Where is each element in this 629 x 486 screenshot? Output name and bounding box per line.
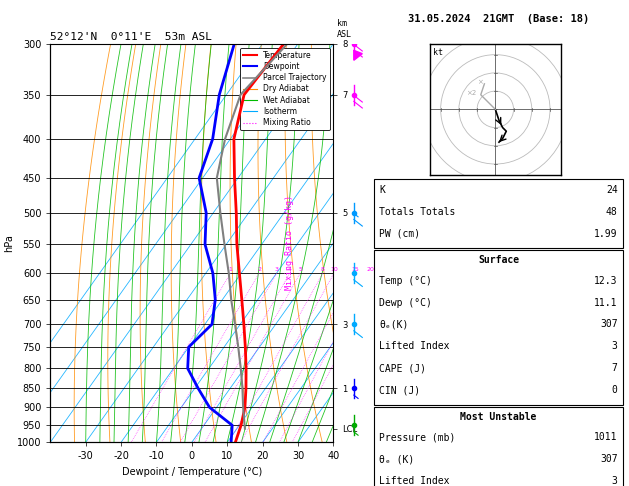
Text: 25: 25	[378, 266, 386, 272]
Text: 1011: 1011	[594, 432, 618, 442]
Text: 4: 4	[288, 266, 292, 272]
Text: km
ASL: km ASL	[337, 19, 352, 39]
Text: © weatheronline.co.uk: © weatheronline.co.uk	[442, 448, 555, 457]
Text: Totals Totals: Totals Totals	[379, 207, 455, 217]
Text: Dewp (°C): Dewp (°C)	[379, 297, 432, 308]
Text: K: K	[379, 185, 385, 195]
Text: 12.3: 12.3	[594, 276, 618, 286]
Text: Mixing Ratio (g/kg): Mixing Ratio (g/kg)	[285, 195, 294, 291]
Text: 52°12'N  0°11'E  53m ASL: 52°12'N 0°11'E 53m ASL	[50, 32, 213, 42]
Text: 3: 3	[612, 476, 618, 486]
Text: 1.99: 1.99	[594, 228, 618, 239]
Text: CIN (J): CIN (J)	[379, 385, 420, 395]
Text: CAPE (J): CAPE (J)	[379, 363, 426, 373]
Text: 8: 8	[321, 266, 325, 272]
Text: 10: 10	[330, 266, 338, 272]
Y-axis label: hPa: hPa	[4, 234, 14, 252]
Text: Lifted Index: Lifted Index	[379, 476, 450, 486]
Text: 0: 0	[612, 385, 618, 395]
Text: 1: 1	[228, 266, 232, 272]
Text: 2: 2	[257, 266, 261, 272]
Text: θₑ (K): θₑ (K)	[379, 454, 415, 464]
Text: PW (cm): PW (cm)	[379, 228, 420, 239]
Text: 24: 24	[606, 185, 618, 195]
Text: θₑ(K): θₑ(K)	[379, 319, 409, 330]
Text: 307: 307	[600, 319, 618, 330]
Polygon shape	[353, 51, 362, 60]
Text: 7: 7	[612, 363, 618, 373]
Text: Lifted Index: Lifted Index	[379, 341, 450, 351]
Text: Surface: Surface	[478, 255, 519, 265]
Text: ×: ×	[477, 79, 483, 85]
Text: Pressure (mb): Pressure (mb)	[379, 432, 455, 442]
Text: 3: 3	[612, 341, 618, 351]
Text: 20: 20	[366, 266, 374, 272]
X-axis label: Dewpoint / Temperature (°C): Dewpoint / Temperature (°C)	[122, 467, 262, 477]
Text: kt: kt	[433, 48, 443, 57]
Text: 48: 48	[606, 207, 618, 217]
Text: 15: 15	[351, 266, 359, 272]
Text: Most Unstable: Most Unstable	[460, 412, 537, 421]
Legend: Temperature, Dewpoint, Parcel Trajectory, Dry Adiabat, Wet Adiabat, Isotherm, Mi: Temperature, Dewpoint, Parcel Trajectory…	[240, 48, 330, 130]
Text: 307: 307	[600, 454, 618, 464]
Text: Temp (°C): Temp (°C)	[379, 276, 432, 286]
Text: ×2: ×2	[466, 90, 476, 96]
Text: 31.05.2024  21GMT  (Base: 18): 31.05.2024 21GMT (Base: 18)	[408, 14, 589, 24]
Text: 3: 3	[275, 266, 279, 272]
Text: 5: 5	[298, 266, 302, 272]
Text: 11.1: 11.1	[594, 297, 618, 308]
